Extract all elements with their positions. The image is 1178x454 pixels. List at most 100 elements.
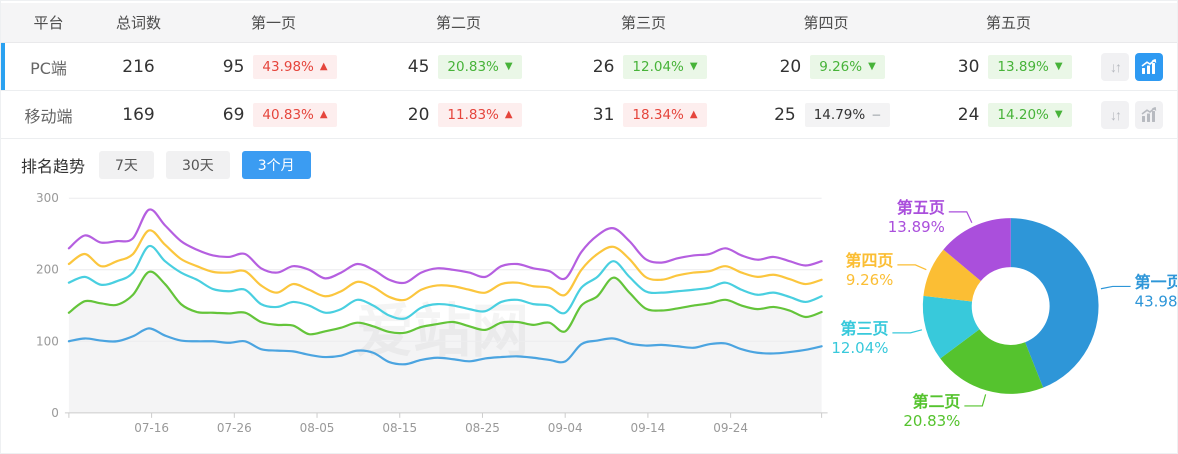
col-header-page5: 第五页 <box>985 14 1031 32</box>
pie-label-name-1: 第二页 <box>912 392 960 411</box>
watermark: 爱站网 <box>355 297 529 365</box>
tab-7days[interactable]: 7天 <box>99 151 154 179</box>
page4-cell: 20 9.26% <box>736 54 916 79</box>
trend-toolbar: 排名趋势 7天 30天 3个月 <box>1 139 1177 191</box>
x-axis-label: 07-26 <box>217 421 252 435</box>
trend-chart-icon <box>1141 58 1157 75</box>
page1-count: 69 <box>222 104 245 125</box>
pie-slice-1[interactable] <box>939 329 1043 394</box>
pie-label-value-4: 13.89% <box>887 218 944 236</box>
sort-arrows-icon: ↓↑ <box>1110 58 1122 75</box>
page3-count: 31 <box>592 104 615 125</box>
page5-count: 30 <box>957 56 980 77</box>
platform-label: PC端 <box>30 58 67 78</box>
page3-cell: 31 18.34% <box>551 102 736 127</box>
pie-slice-4[interactable] <box>942 218 1011 282</box>
pie-leader-line <box>891 329 922 334</box>
y-axis-label: 0 <box>51 406 59 420</box>
page5-change-badge: 13.89% <box>988 54 1072 79</box>
pie-leader-line <box>1100 285 1131 290</box>
page2-count: 20 <box>407 104 430 125</box>
rank-summary-table: 平台 总词数 第一页 第二页 第三页 第四页 第五页 PC端 216 95 43… <box>1 3 1177 139</box>
page2-change-badge: 20.83% <box>438 54 522 79</box>
page4-count: 20 <box>779 56 802 77</box>
line-series-4 <box>67 327 823 366</box>
page1-cell: 69 40.83% <box>181 102 366 127</box>
page4-change-badge: 14.79% <box>804 102 891 127</box>
pie-label-name-0: 第一页 <box>1134 273 1177 292</box>
y-axis-label: 100 <box>36 334 59 348</box>
x-axis-label: 08-25 <box>465 421 500 435</box>
pie-slice-3[interactable] <box>923 249 981 302</box>
x-axis-label: 09-24 <box>713 421 748 435</box>
sort-arrows-icon: ↓↑ <box>1110 106 1122 123</box>
col-header-page4: 第四页 <box>803 14 849 32</box>
pie-label-name-4: 第五页 <box>897 198 945 217</box>
pie-label-name-2: 第三页 <box>840 319 888 338</box>
col-header-platform: 平台 <box>33 14 64 32</box>
total-words-value: 216 <box>122 56 155 77</box>
page5-change-badge: 14.20% <box>988 102 1072 127</box>
sort-button[interactable]: ↓↑ <box>1101 100 1129 129</box>
page1-count: 95 <box>222 56 245 77</box>
row-actions: ↓↑ <box>1101 100 1177 129</box>
page5-cell: 30 13.89% <box>916 54 1101 79</box>
page4-change-badge: 9.26% <box>810 54 885 79</box>
line-series-3 <box>67 270 823 336</box>
line-series-1 <box>67 229 823 302</box>
tab-3months[interactable]: 3个月 <box>241 151 311 179</box>
col-header-page1: 第一页 <box>250 14 296 32</box>
page2-change-badge: 11.83% <box>438 102 522 127</box>
sort-button[interactable]: ↓↑ <box>1101 52 1129 81</box>
table-row-pc[interactable]: PC端 216 95 43.98% 45 20.83% 26 12.04% 20… <box>1 43 1177 91</box>
y-axis-label: 300 <box>36 191 59 205</box>
pie-label-name-3: 第四页 <box>845 251 893 270</box>
pie-leader-line <box>948 211 972 224</box>
pie-label-value-1: 20.83% <box>903 412 960 430</box>
table-header-row: 平台 总词数 第一页 第二页 第三页 第四页 第五页 <box>1 3 1177 43</box>
pie-slice-2[interactable] <box>922 295 980 359</box>
rank-trend-line-chart: 爱站网 0 100 200 300 07-16 07-26 08-05 08-15 08-25 09… <box>36 191 828 435</box>
col-header-page2: 第二页 <box>435 14 481 32</box>
trend-chart-icon <box>1141 106 1157 123</box>
page4-cell: 25 14.79% <box>736 102 916 127</box>
page3-change-badge: 12.04% <box>623 54 707 79</box>
pie-label-value-0: 43.98% <box>1134 292 1177 310</box>
trend-chart-button[interactable] <box>1135 100 1163 129</box>
page1-change-badge: 40.83% <box>253 102 337 127</box>
trend-chart-button[interactable] <box>1135 52 1163 81</box>
page3-cell: 26 12.04% <box>551 54 736 79</box>
row-actions: ↓↑ <box>1101 52 1177 81</box>
col-header-total: 总词数 <box>115 14 161 32</box>
page5-count: 24 <box>957 104 980 125</box>
pie-label-value-3: 9.26% <box>845 271 893 289</box>
area-fill <box>68 271 822 413</box>
page5-cell: 24 14.20% <box>916 102 1101 127</box>
line-series-0 <box>67 208 823 285</box>
x-axis-label: 08-15 <box>382 421 417 435</box>
page2-count: 45 <box>407 56 430 77</box>
page2-cell: 45 20.83% <box>366 54 551 79</box>
pie-leader-line <box>896 264 927 271</box>
table-row-mobile[interactable]: 移动端 169 69 40.83% 20 11.83% 31 18.34% 25… <box>1 91 1177 139</box>
page1-change-badge: 43.98% <box>253 54 337 79</box>
page2-cell: 20 11.83% <box>366 102 551 127</box>
trend-section-title: 排名趋势 <box>21 157 86 176</box>
page4-count: 25 <box>774 104 796 125</box>
pie-slice-0[interactable] <box>1010 218 1099 388</box>
col-header-page3: 第三页 <box>620 14 666 32</box>
pie-label-value-2: 12.04% <box>831 339 888 357</box>
pie-leader-line <box>963 394 986 407</box>
total-words-value: 169 <box>122 104 155 125</box>
x-axis-label: 09-14 <box>631 421 666 435</box>
x-axis-label: 09-04 <box>548 421 583 435</box>
charts-area: 爱站网 0 100 200 300 07-16 07-26 08-05 08-15 08-25 09… <box>1 191 1177 453</box>
tab-30days[interactable]: 30天 <box>165 151 230 179</box>
platform-label: 移动端 <box>24 106 73 126</box>
page3-count: 26 <box>592 56 615 77</box>
line-series-2 <box>67 244 823 320</box>
x-axis-label: 07-16 <box>134 421 169 435</box>
page3-change-badge: 18.34% <box>623 102 707 127</box>
